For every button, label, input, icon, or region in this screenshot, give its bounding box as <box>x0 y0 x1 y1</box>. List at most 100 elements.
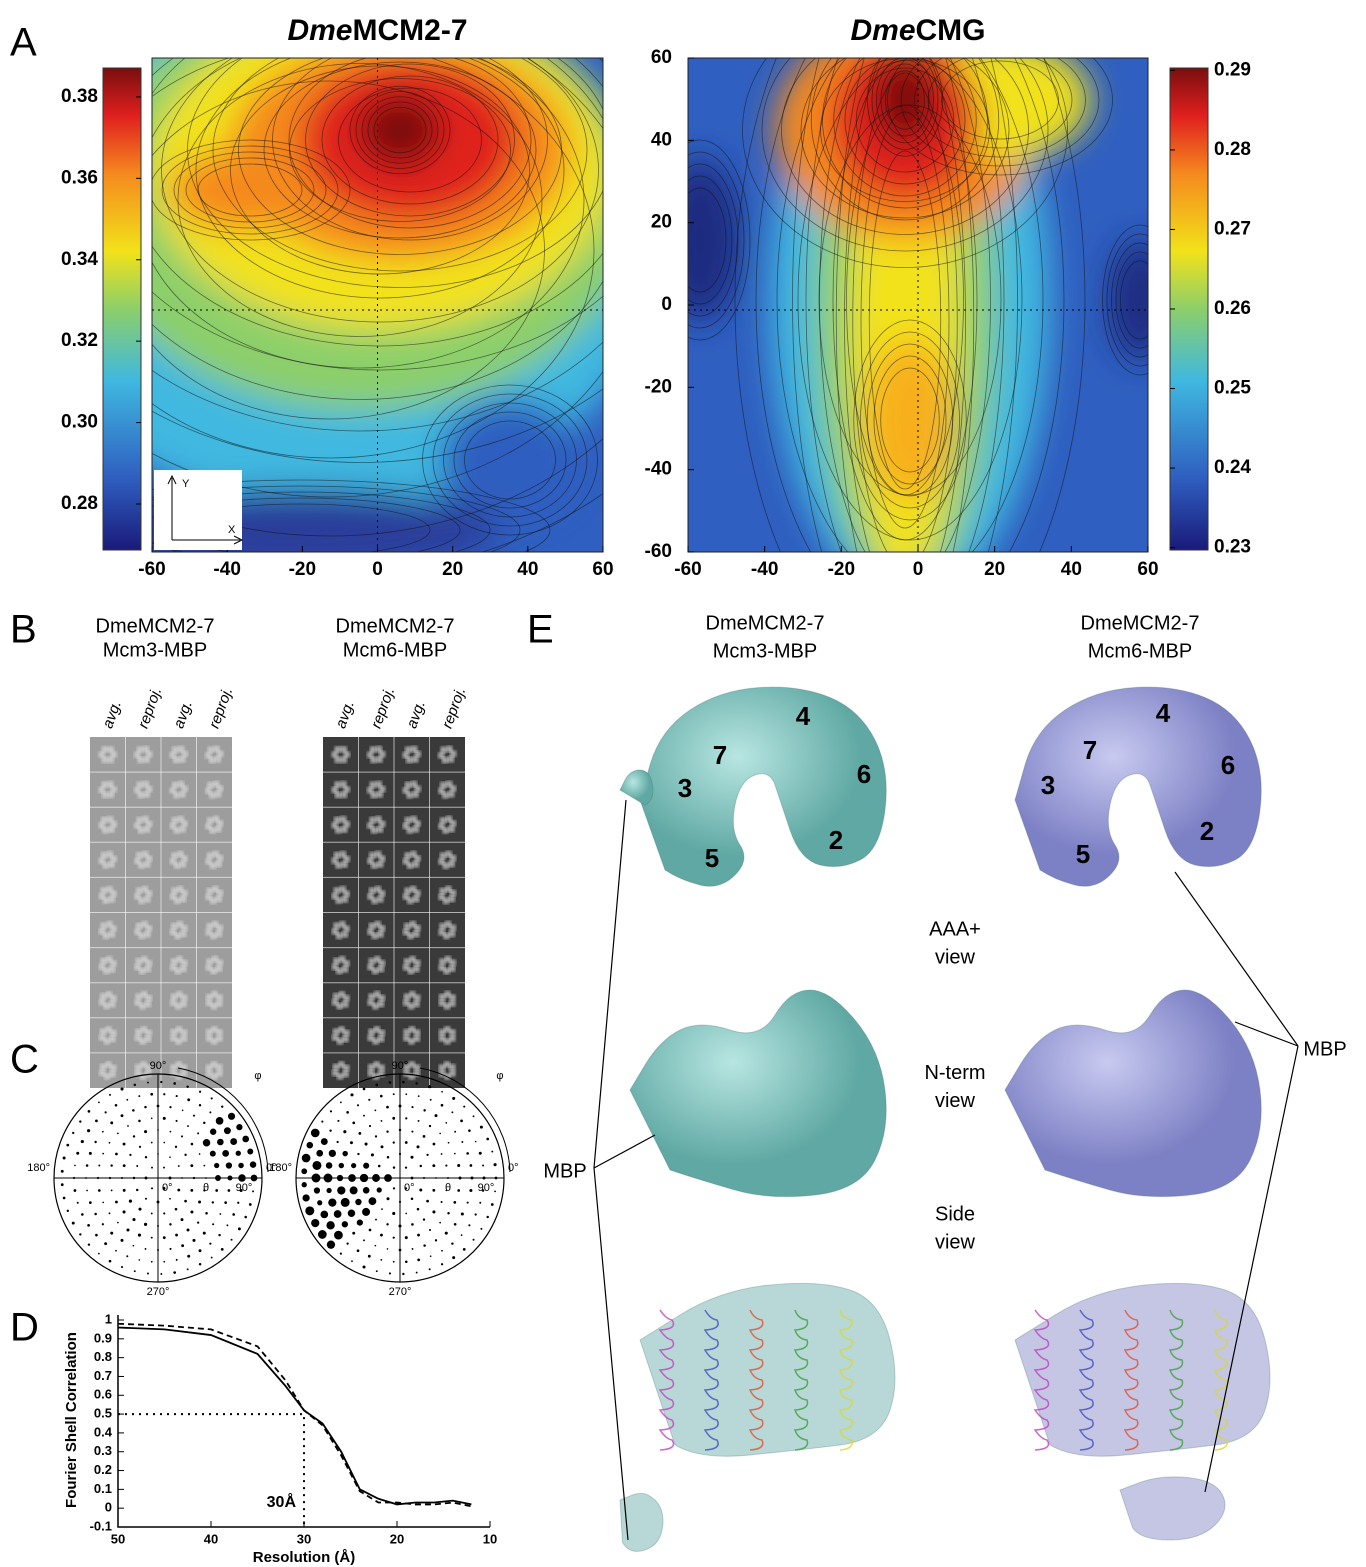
particle-blob <box>179 826 185 832</box>
particle-blob <box>343 891 349 897</box>
particle-blob <box>146 890 152 896</box>
orientation-dot <box>102 1202 104 1204</box>
orientation-dot <box>98 1253 100 1255</box>
orientation-dot <box>151 1187 153 1189</box>
orientation-dot <box>417 1234 420 1237</box>
orientation-dot <box>173 1082 176 1085</box>
orientation-dot <box>493 1163 496 1166</box>
view-label: view <box>935 946 976 968</box>
orientation-dot <box>463 1248 466 1251</box>
orientation-dot <box>199 1091 201 1093</box>
particle-blob <box>341 861 347 867</box>
orientation-dot <box>215 1189 218 1192</box>
x-tick-label: -20 <box>289 559 316 580</box>
particle-blob <box>146 1030 152 1036</box>
orientation-dot <box>199 1153 201 1155</box>
polar-label: 0° <box>162 1182 173 1194</box>
orientation-dot <box>416 1145 419 1148</box>
orientation-dot <box>302 1194 309 1201</box>
polar-label: φ <box>254 1070 261 1082</box>
panel-label: A <box>10 21 37 65</box>
orientation-dot <box>190 1164 193 1167</box>
particle-blob <box>439 1000 445 1006</box>
orientation-dot <box>199 1263 201 1265</box>
orientation-dot <box>357 1153 359 1155</box>
particle-blob <box>377 791 383 797</box>
orientation-dot <box>109 1142 111 1144</box>
x-tick-label: -40 <box>751 559 778 580</box>
orientation-dot <box>342 1151 347 1156</box>
particle-blob <box>333 993 339 999</box>
map-region <box>1110 240 1170 360</box>
orientation-dot <box>405 1166 407 1168</box>
particle-blob <box>405 817 411 823</box>
orientation-dot <box>110 1164 112 1166</box>
orientation-dot <box>435 1114 438 1117</box>
particle-blob <box>180 931 186 937</box>
orientation-dot <box>357 1219 363 1225</box>
orientation-dot <box>115 1201 118 1204</box>
orientation-dot <box>381 1145 384 1148</box>
orientation-dot <box>110 1121 113 1124</box>
orientation-dot <box>252 1190 254 1192</box>
x-tick-label: 50 <box>111 1531 125 1546</box>
orientation-dot <box>238 1227 241 1230</box>
particle-blob <box>206 1000 212 1006</box>
panel-label: E <box>527 608 554 652</box>
orientation-dot <box>98 1165 100 1167</box>
orientation-dot <box>138 1259 140 1261</box>
orientation-dot <box>311 1219 319 1227</box>
particle-blob <box>104 1073 110 1079</box>
x-tick-label: -60 <box>674 559 701 580</box>
particle-blob <box>450 785 456 791</box>
orientation-dot <box>129 1154 131 1156</box>
particle-blob <box>99 928 105 934</box>
particle-blob <box>99 964 105 970</box>
particle-blob <box>206 958 212 964</box>
leader-line <box>594 1168 628 1540</box>
particle-blob <box>440 782 446 788</box>
orientation-dot <box>109 1177 111 1179</box>
particle-blob <box>100 1028 106 1034</box>
orientation-dot <box>102 1131 104 1133</box>
particle-blob <box>146 960 152 966</box>
particle-blob <box>412 756 418 762</box>
orientation-dot <box>399 1105 402 1108</box>
orientation-dot <box>393 1166 395 1168</box>
particle-blob <box>99 1034 105 1040</box>
orientation-dot <box>386 1106 389 1109</box>
orientation-dot <box>144 1106 146 1108</box>
orientation-dot <box>121 1266 123 1268</box>
orientation-dot <box>89 1201 92 1204</box>
orientation-dot <box>136 1165 138 1167</box>
view-label: AAA+ <box>929 918 981 940</box>
colorbar-tick-label: 0.28 <box>1214 139 1251 160</box>
particle-blob <box>212 851 218 857</box>
y-tick-label: -60 <box>645 541 672 562</box>
y-tick-label: 0 <box>105 1500 112 1515</box>
particle-blob <box>206 923 212 929</box>
orientation-dot <box>136 1189 138 1191</box>
particle-blob <box>100 958 106 964</box>
polar-label: 180° <box>27 1162 50 1174</box>
colorbar-tick-label: 0.34 <box>61 249 98 270</box>
orientation-dot <box>369 1125 371 1127</box>
orientation-dot <box>393 1261 395 1263</box>
particle-blob <box>172 782 178 788</box>
particle-blob <box>102 862 108 868</box>
particle-blob <box>171 994 177 1000</box>
particle-blob <box>146 786 152 792</box>
particle-blob <box>100 1064 106 1070</box>
colorbar-tick-label: 0.25 <box>1214 378 1251 399</box>
orientation-dot <box>429 1229 431 1231</box>
particle-blob <box>403 964 409 970</box>
particle-blob <box>134 787 140 793</box>
x-tick-label: 20 <box>390 1531 404 1546</box>
orientation-dot <box>362 1208 370 1216</box>
orientation-dot <box>169 1223 171 1225</box>
orientation-dot <box>454 1153 456 1155</box>
orientation-dot <box>482 1165 484 1167</box>
particle-blob <box>439 1029 445 1035</box>
orientation-dot <box>210 1151 216 1157</box>
orientation-dot <box>242 1136 249 1143</box>
